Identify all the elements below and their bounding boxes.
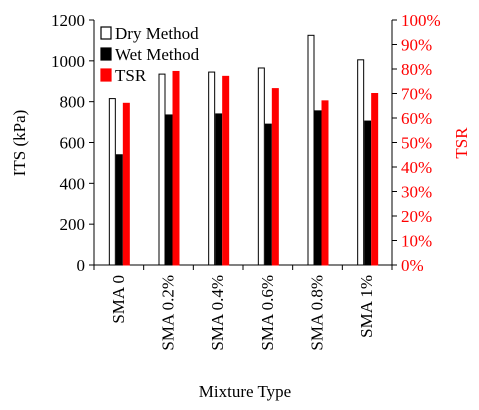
y-tick-label: 1000 [51,52,85,71]
y-tick-label: 1200 [51,11,85,30]
legend-swatch-wet-method [100,47,112,61]
legend: Dry Method Wet Method TSR [100,24,200,85]
y2-tick-label: 20% [401,207,432,226]
legend-label: Dry Method [115,24,199,43]
y2-tick-label: 90% [401,36,432,55]
bar-dry-method [307,34,315,266]
x-tick-label: SMA 0.2% [159,275,178,351]
bar-dry-method [257,67,265,266]
bar-tsr [271,88,279,266]
y2-tick-label: 10% [401,232,432,251]
bar-tsr [371,93,379,266]
bar-tsr [222,75,230,266]
y-tick-label: 400 [60,174,86,193]
y2-tick-label: 100% [401,11,441,30]
bar-wet-method [264,123,272,266]
x-tick-label: SMA 1% [357,275,376,338]
x-tick-label: SMA 0.8% [308,275,327,351]
y-tick-label: 0 [77,256,86,275]
bar-dry-method [357,59,365,266]
legend-label: Wet Method [115,45,200,64]
y-tick-label: 800 [60,93,86,112]
y-tick-label: 600 [60,134,86,153]
bar-dry-method [158,73,166,266]
y2-tick-label: 80% [401,60,432,79]
bar-wet-method [215,113,223,266]
bars [108,34,379,266]
y-tick-label: 200 [60,215,86,234]
x-tick-label: SMA 0.4% [208,275,227,351]
y2-tick-label: 30% [401,183,432,202]
y2-tick-label: 0% [401,256,424,275]
bar-dry-method [108,98,116,266]
x-axis-title: Mixture Type [199,382,291,401]
y-axis-title: ITS (kPa) [10,110,29,177]
bar-wet-method [115,154,123,266]
bar-dry-method [208,71,216,266]
legend-swatch-tsr [100,68,112,82]
bar-tsr [172,70,180,266]
y2-tick-label: 40% [401,158,432,177]
y2-tick-label: 60% [401,109,432,128]
bar-wet-method [314,110,322,266]
y2-axis-title: TSR [452,127,471,159]
x-tick-label: SMA 0.6% [258,275,277,351]
ticks: 0 200 400 600 800 1000 1200 0% 10% 20% 30% 40% 50% 60… [51,11,441,351]
x-tick-label: SMA 0 [109,275,128,324]
y2-tick-label: 50% [401,134,432,153]
legend-swatch-dry-method [100,26,112,40]
bar-wet-method [165,114,173,266]
y2-tick-label: 70% [401,85,432,104]
bar-wet-method [364,120,372,266]
legend-label: TSR [115,66,147,85]
bar-tsr [122,102,130,266]
bar-tsr [321,100,329,266]
